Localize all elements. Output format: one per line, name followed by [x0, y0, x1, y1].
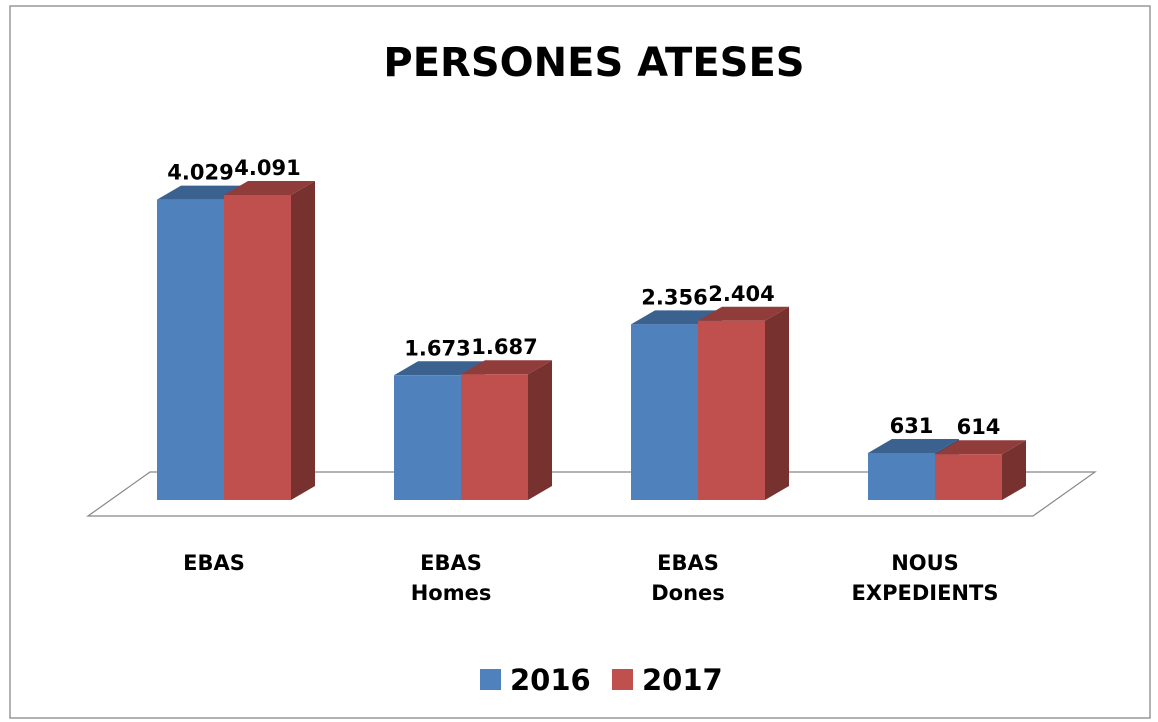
legend-label: 2017	[642, 663, 723, 697]
bar	[394, 375, 461, 500]
data-label: 4.029	[167, 161, 233, 185]
bar	[631, 324, 698, 500]
bar	[224, 195, 291, 500]
x-tick-label: EBAS Homes	[410, 551, 492, 605]
bar-side	[291, 181, 315, 500]
legend-label: 2016	[510, 663, 591, 697]
bar	[935, 454, 1002, 500]
bar-side	[1002, 440, 1026, 500]
bar-top	[224, 181, 315, 195]
legend-swatch	[612, 669, 633, 690]
bar-top	[394, 361, 485, 376]
data-label: 2.404	[708, 282, 774, 306]
chart-title: PERSONES ATESES	[383, 40, 804, 86]
x-tick-label: NOUS EXPEDIENTS	[851, 551, 999, 605]
data-label: 1.673	[404, 336, 470, 360]
bar-top	[868, 438, 959, 453]
bar	[157, 199, 224, 500]
bar-top	[935, 440, 1026, 455]
bar-side	[765, 306, 789, 500]
data-label: 614	[957, 415, 1001, 439]
legend-swatch	[480, 669, 501, 690]
x-tick-label: EBAS Dones	[651, 551, 725, 605]
bar	[461, 374, 528, 500]
bar-top	[461, 360, 552, 375]
bar	[698, 320, 765, 500]
data-label: 631	[890, 414, 934, 438]
data-label: 1.687	[471, 335, 537, 359]
data-label: 4.091	[234, 156, 300, 180]
bar-top	[698, 306, 789, 321]
bar	[868, 452, 935, 500]
bar-side	[528, 360, 552, 500]
data-label: 2.356	[641, 285, 707, 309]
floor	[86, 471, 1097, 517]
x-tick-label: EBAS	[183, 551, 245, 575]
